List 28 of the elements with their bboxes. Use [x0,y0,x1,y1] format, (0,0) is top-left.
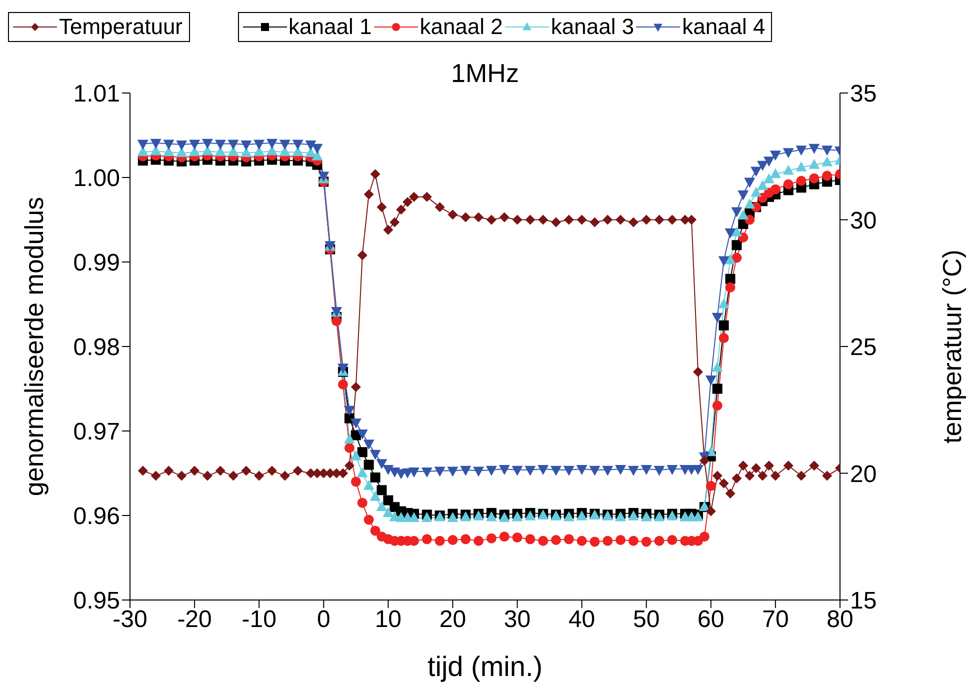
legend-label: kanaal 2 [420,14,503,40]
y-tick-label: 1.01 [73,80,120,108]
y-tick-label: 0.98 [73,334,120,362]
legend-label: kanaal 4 [682,14,766,40]
x-tick-label: 70 [762,606,789,634]
x-tick-label: 30 [504,606,531,634]
x-tick-label: 60 [698,606,724,634]
x-tick-label: 0 [316,606,330,634]
y2-tick-label: 20 [850,460,877,488]
x-tick-label: 20 [439,606,466,634]
legend-label: Temperatuur [59,14,183,40]
legend-label: kanaal 1 [288,14,372,40]
chart-title: 1MHz [450,58,520,89]
x-tick-label: -20 [177,606,212,634]
legend-label: kanaal 3 [550,14,634,40]
y-axis-title: genormaliseerde modulus [19,196,50,496]
y-tick-label: 0.97 [73,418,120,446]
y2-tick-label: 30 [850,207,877,234]
x-axis-title: tijd (min.) [427,651,543,682]
x-tick-label: 40 [568,606,596,634]
x-tick-label: 10 [374,606,402,634]
y2-tick-label: 35 [850,80,877,108]
y2-tick-label: 25 [850,334,877,362]
y-tick-label: 0.99 [73,250,120,277]
x-tick-label: 50 [633,606,660,634]
x-tick-label: -10 [242,606,276,634]
y-tick-label: 1.00 [73,165,120,192]
y-tick-label: 0.96 [73,503,120,530]
